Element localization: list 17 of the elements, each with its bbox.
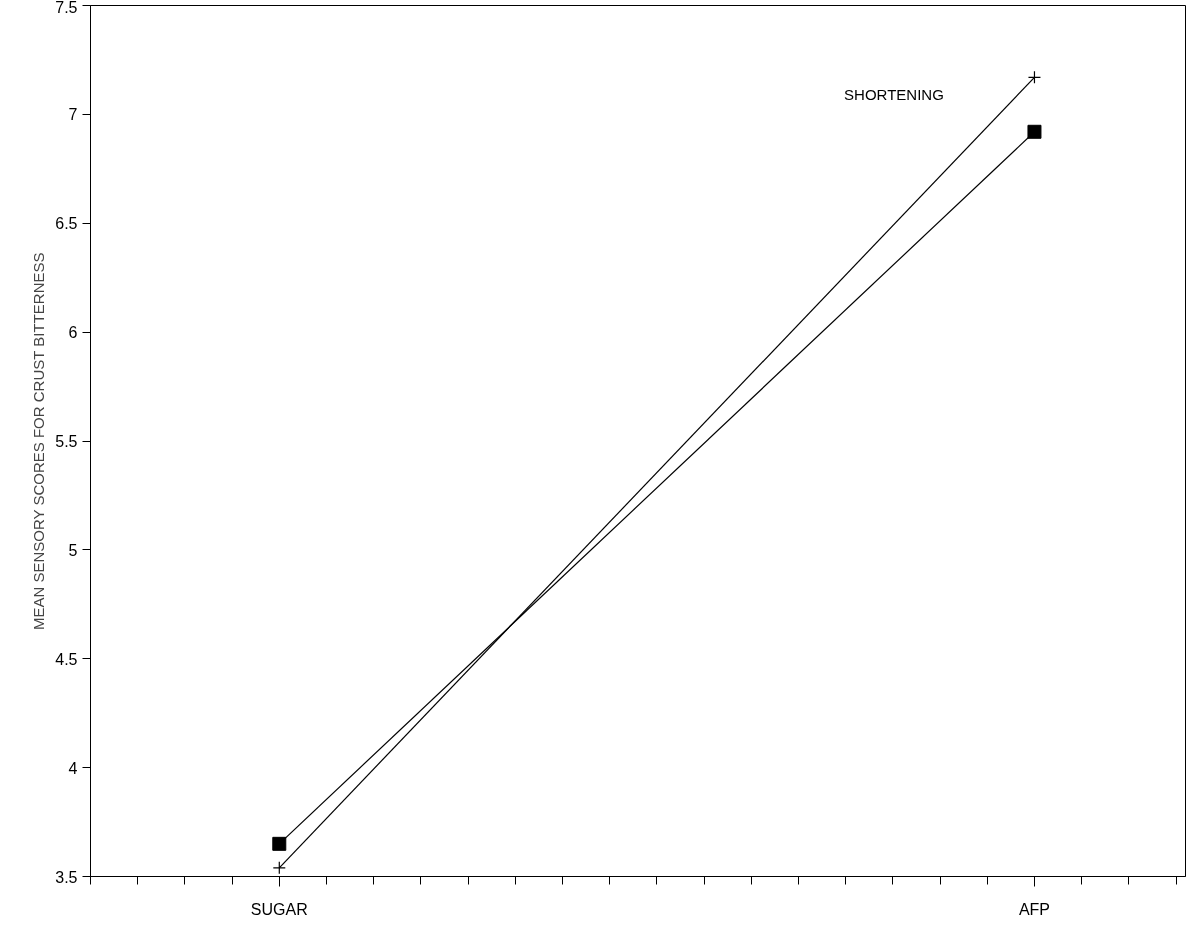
- y-tick-label: 3.5: [55, 868, 78, 886]
- y-tick-label: 6.5: [55, 215, 78, 233]
- point: [272, 836, 287, 851]
- x-tick-label: AFP: [1018, 900, 1051, 918]
- y-tick-label: 5.5: [55, 433, 78, 450]
- x-tick-label: SUGAR: [250, 900, 308, 918]
- y-tick-label: 4: [68, 759, 78, 777]
- y-tick-label: 7: [68, 106, 78, 124]
- y-tick-label: 7.5: [55, 0, 78, 16]
- y-tick-label: 6: [68, 324, 78, 342]
- point: [1027, 70, 1042, 84]
- y-tick-label: 5: [68, 541, 78, 559]
- point: [1027, 124, 1042, 139]
- y-axis-title: MEAN SENSORY SCORES FOR CRUST BITTERNESS: [30, 252, 48, 631]
- point: [272, 861, 286, 875]
- y-tick-label: 4.5: [55, 650, 78, 668]
- text: SHORTENING: [844, 86, 944, 104]
